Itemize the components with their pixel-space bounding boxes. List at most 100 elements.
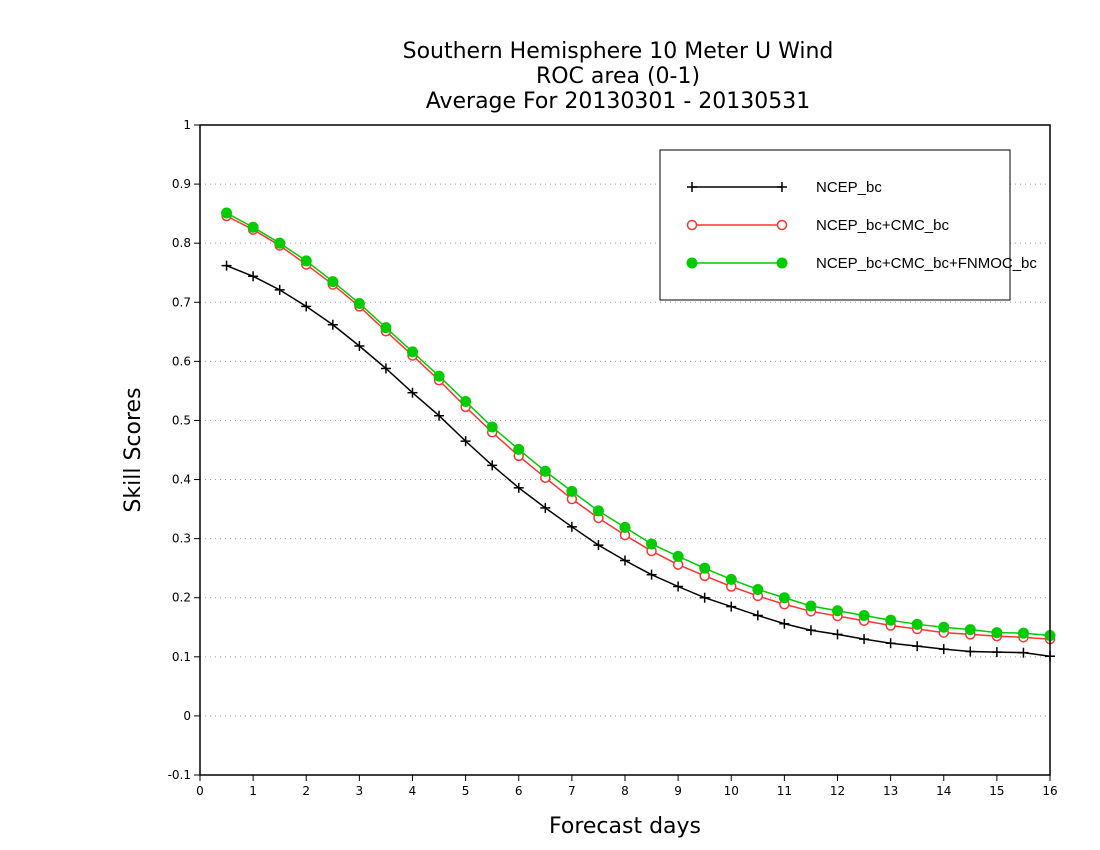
data-point (673, 581, 684, 592)
x-axis-label: Forecast days (549, 814, 701, 839)
x-tick-label: 7 (568, 784, 576, 798)
data-point (434, 410, 445, 421)
data-point (646, 538, 658, 550)
title-line-2: Average For 20130301 - 20130531 (426, 89, 811, 114)
data-point (487, 460, 498, 471)
data-point (593, 540, 604, 551)
data-point (407, 387, 418, 398)
data-point (274, 237, 286, 249)
data-point (752, 583, 764, 595)
series-0 (221, 260, 1055, 662)
data-point (248, 271, 259, 282)
data-point (991, 627, 1003, 639)
x-tick-label: 5 (462, 784, 470, 798)
x-tick-label: 15 (989, 784, 1004, 798)
legend-label: NCEP_bc+CMC_bc (816, 217, 949, 234)
data-point (858, 609, 870, 621)
data-point (859, 634, 870, 645)
x-tick-label: 2 (302, 784, 310, 798)
data-point (776, 257, 788, 269)
y-tick-label: 0.8 (172, 236, 191, 250)
y-tick-label: 0.3 (172, 532, 191, 546)
y-tick-label: 0.6 (172, 354, 191, 368)
data-point (726, 601, 737, 612)
data-point (911, 618, 923, 630)
legend-label: NCEP_bc (816, 179, 882, 196)
data-point (672, 550, 684, 562)
data-point (566, 521, 577, 532)
data-point (777, 182, 787, 192)
x-tick-label: 6 (515, 784, 523, 798)
x-tick-label: 11 (777, 784, 792, 798)
x-tick-label: 0 (196, 784, 204, 798)
data-point (327, 319, 338, 330)
data-point (776, 219, 788, 231)
y-tick-label: 0 (183, 709, 191, 723)
data-point (964, 624, 976, 636)
data-point (646, 569, 657, 580)
data-point (274, 284, 285, 295)
data-point (592, 505, 604, 517)
y-tick-label: 0.4 (172, 473, 191, 487)
x-tick-label: 3 (356, 784, 364, 798)
y-tick-label: 0.9 (172, 177, 191, 191)
data-point (779, 618, 790, 629)
data-point (619, 521, 631, 533)
data-point (965, 646, 976, 657)
y-tick-label: -0.1 (168, 768, 191, 782)
data-point (699, 592, 710, 603)
data-point (301, 301, 312, 312)
data-point (885, 614, 897, 626)
data-point (513, 443, 525, 455)
data-point (221, 207, 233, 219)
axis-ticks: -0.100.10.20.30.40.50.60.70.80.910 1 2 3 4 5 6… (168, 118, 1058, 798)
data-point (938, 644, 949, 655)
data-point (752, 610, 763, 621)
y-tick-label: 0.2 (172, 591, 191, 605)
data-point (805, 600, 817, 612)
title-line-1: ROC area (0-1) (536, 64, 700, 89)
legend: NCEP_bc NCEP_bc+CMC_bc NCEP_bc+CMC_bc+FNMO… (659, 149, 1037, 301)
y-axis-label: Skill Scores (121, 387, 146, 512)
data-point (687, 182, 697, 192)
data-point (221, 260, 232, 271)
x-tick-label: 13 (883, 784, 898, 798)
data-point (686, 257, 698, 269)
data-point (832, 629, 843, 640)
x-tick-label: 9 (674, 784, 682, 798)
data-point (620, 555, 630, 566)
legend-item-1: NCEP_bc+CMC_bc (686, 217, 949, 234)
data-point (433, 370, 445, 382)
data-point (539, 465, 551, 477)
data-point (1017, 627, 1029, 639)
data-point (353, 297, 365, 309)
x-tick-label: 16 (1042, 784, 1057, 798)
data-point (699, 562, 711, 574)
title-line-0: Southern Hemisphere 10 Meter U Wind (403, 39, 834, 64)
data-point (885, 638, 896, 649)
x-tick-label: 4 (409, 784, 417, 798)
x-tick-label: 1 (249, 784, 257, 798)
data-point (486, 421, 498, 433)
series-lines (221, 207, 1056, 662)
data-point (300, 255, 312, 267)
y-tick-label: 0.5 (172, 413, 191, 427)
data-point (380, 363, 391, 374)
data-point (354, 341, 365, 351)
data-point (407, 346, 418, 358)
data-point (805, 625, 816, 636)
x-tick-label: 12 (830, 784, 845, 798)
data-point (991, 647, 1002, 658)
data-point (912, 641, 923, 652)
legend-item-2: NCEP_bc+CMC_bc+FNMOC_bc (686, 255, 1037, 272)
data-point (540, 502, 551, 513)
series-2 (221, 207, 1056, 642)
legend-label: NCEP_bc+CMC_bc+FNMOC_bc (816, 255, 1037, 272)
x-tick-label: 8 (621, 784, 629, 798)
data-point (1018, 647, 1029, 658)
data-point (460, 436, 471, 447)
data-point (938, 621, 950, 633)
data-point (778, 592, 790, 604)
x-tick-label: 10 (724, 784, 739, 798)
